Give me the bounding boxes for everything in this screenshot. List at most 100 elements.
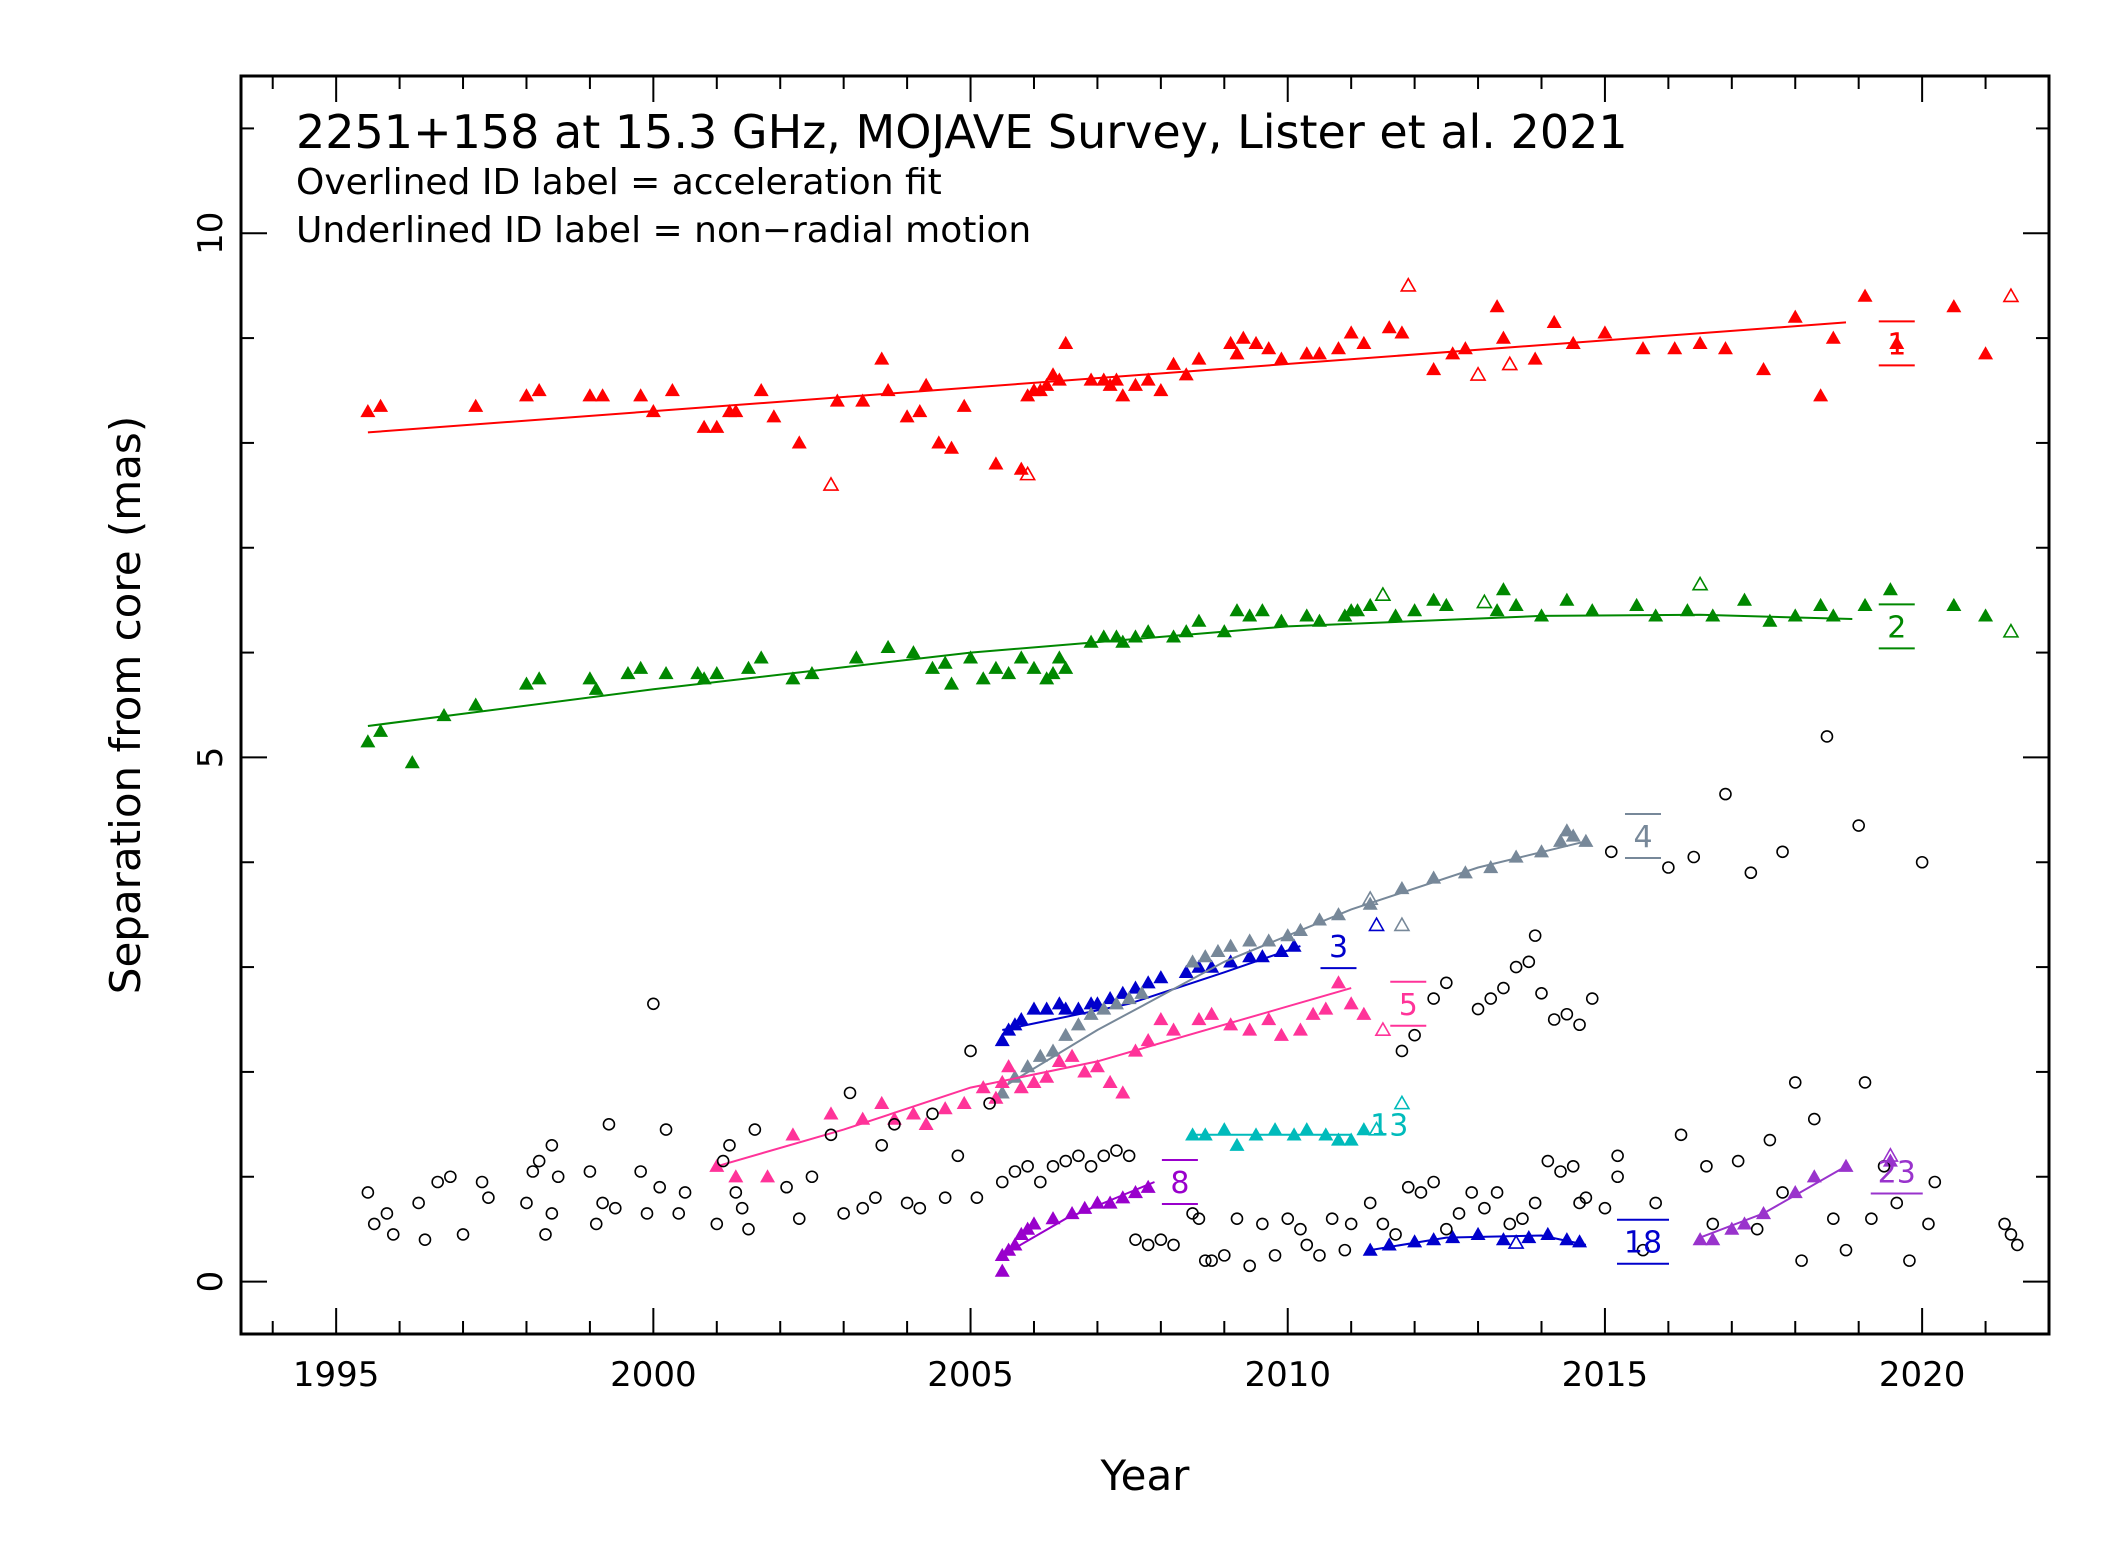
data-point-1 <box>1127 377 1143 391</box>
data-point-4 <box>1032 1048 1048 1062</box>
data-point-1 <box>633 388 649 402</box>
data-point-4 <box>1121 991 1137 1005</box>
data-point-5 <box>1001 1059 1017 1073</box>
data-point-2 <box>753 650 769 664</box>
unassigned-point <box>1268 1249 1282 1262</box>
data-point-1 <box>1311 346 1327 360</box>
data-point-1 <box>1394 325 1410 339</box>
data-point-18 <box>1559 1232 1575 1246</box>
unassigned-point <box>1401 1180 1415 1194</box>
unassigned-point <box>1243 1259 1256 1273</box>
series-3 <box>994 916 1385 1047</box>
unassigned-point <box>875 1139 889 1152</box>
open-point-1 <box>2002 287 2020 303</box>
unassigned-point <box>1915 855 1929 869</box>
data-point-2 <box>1216 624 1232 638</box>
data-point-1 <box>1273 351 1289 365</box>
data-point-13 <box>1267 1122 1283 1136</box>
data-point-2 <box>1426 592 1442 606</box>
data-point-5 <box>709 1158 725 1172</box>
unassigned-point <box>1471 1002 1485 1016</box>
open-point-2 <box>1374 586 1392 601</box>
unassigned-point <box>361 1186 375 1199</box>
data-point-1 <box>1058 335 1074 349</box>
data-point-3 <box>1223 954 1239 968</box>
unassigned-point <box>1611 1170 1624 1184</box>
data-point-4 <box>1096 1001 1112 1015</box>
data-point-5 <box>1102 1074 1118 1089</box>
data-point-1 <box>664 383 680 397</box>
open-point-2 <box>2002 623 2020 638</box>
unassigned-point <box>856 1201 869 1215</box>
unassigned-point <box>1674 1128 1688 1142</box>
unassigned-point <box>951 1149 965 1163</box>
unassigned-point <box>1865 1212 1878 1225</box>
unassigned-point <box>1408 1028 1421 1042</box>
unassigned-point <box>1300 1238 1314 1252</box>
unassigned-point <box>1141 1238 1155 1252</box>
data-point-13 <box>1343 1132 1359 1146</box>
data-point-1 <box>1140 372 1156 386</box>
data-point-18 <box>1407 1234 1423 1248</box>
component-label-4: 4 <box>1633 820 1652 855</box>
unassigned-point <box>1750 1222 1764 1236</box>
data-point-2 <box>1825 608 1841 622</box>
unassigned-point <box>995 1175 1009 1189</box>
unassigned-point <box>1535 986 1548 1000</box>
data-point-5 <box>728 1169 744 1183</box>
data-point-23 <box>1692 1232 1708 1246</box>
data-point-2 <box>988 660 1004 674</box>
data-point-4 <box>1185 954 1201 968</box>
unassigned-point <box>938 1191 952 1205</box>
unassigned-point <box>1700 1159 1713 1173</box>
unassigned-point <box>1890 1196 1904 1210</box>
data-point-2 <box>1166 629 1182 643</box>
data-point-5 <box>1026 1074 1042 1089</box>
unassigned-point <box>1528 929 1542 942</box>
data-point-5 <box>905 1106 921 1120</box>
unassigned-point <box>520 1196 533 1210</box>
data-point-23 <box>1882 1153 1898 1167</box>
data-point-3 <box>994 1032 1010 1047</box>
data-point-2 <box>1115 634 1131 648</box>
open-point-13 <box>1368 1120 1385 1136</box>
unassigned-point <box>1604 845 1618 859</box>
data-point-2 <box>1299 608 1315 622</box>
data-point-5 <box>956 1095 972 1109</box>
data-point-2 <box>1813 597 1829 612</box>
series-2 <box>360 575 2020 769</box>
data-point-5 <box>855 1111 871 1125</box>
data-point-8 <box>1045 1211 1061 1225</box>
component-label-2: 2 <box>1887 610 1906 645</box>
data-point-2 <box>1096 629 1112 643</box>
unassigned-point <box>1687 850 1701 864</box>
series-1 <box>360 277 2020 491</box>
unassigned-point <box>1528 1196 1542 1210</box>
y-axis: 0 5 10 <box>191 127 2049 1292</box>
data-point-2 <box>1629 597 1645 612</box>
component-label-1: 1 <box>1887 327 1906 362</box>
open-point-5 <box>1374 1021 1392 1037</box>
data-point-2 <box>1438 597 1454 612</box>
unassigned-point <box>983 1097 996 1110</box>
data-point-13 <box>1185 1127 1201 1141</box>
data-point-2 <box>531 671 547 685</box>
unassigned-point <box>1122 1149 1136 1163</box>
data-point-4 <box>1394 880 1410 895</box>
data-point-2 <box>1705 608 1721 622</box>
unassigned-point <box>583 1165 597 1178</box>
x-tick-label: 2020 <box>1879 1355 1966 1395</box>
open-point-1 <box>1501 355 1519 371</box>
data-point-4 <box>1565 828 1581 842</box>
unassigned-point <box>412 1196 425 1210</box>
data-point-5 <box>1039 1069 1055 1083</box>
x-axis: 1995 2000 2005 2010 2015 2020 <box>271 76 2050 1395</box>
chart-note-acceleration: Overlined ID label = acceleration fit <box>296 162 942 203</box>
unassigned-point <box>926 1107 939 1121</box>
data-point-1 <box>373 398 389 412</box>
unassigned-point <box>1440 1222 1453 1236</box>
data-point-5 <box>1318 1001 1334 1015</box>
data-point-23 <box>1838 1158 1854 1172</box>
unassigned-point <box>1198 1254 1212 1267</box>
